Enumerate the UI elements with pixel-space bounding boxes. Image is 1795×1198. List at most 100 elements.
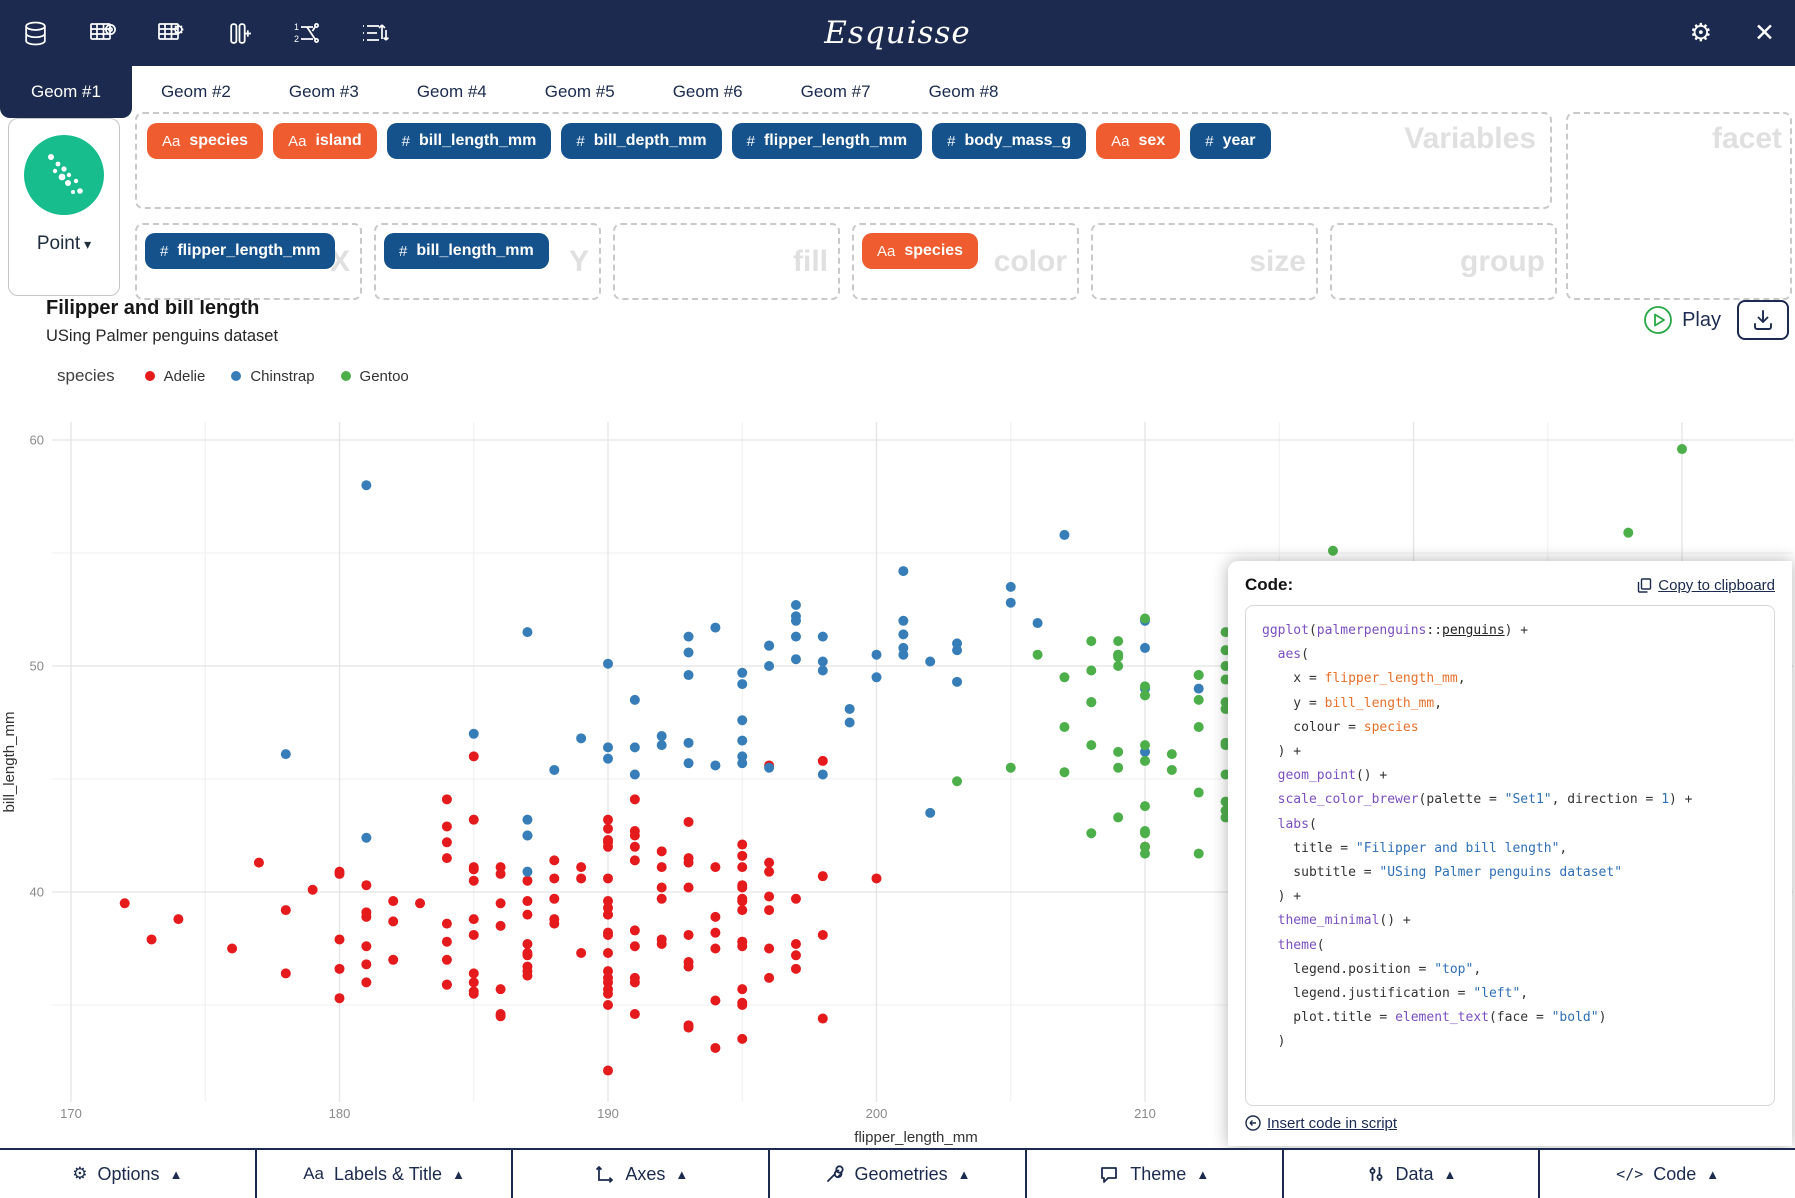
continuous-type-icon: # — [1205, 132, 1214, 150]
svg-text:1: 1 — [294, 22, 299, 32]
dropzone-variables[interactable]: Aa species Aa island # bill_length_mm # bill_de… — [135, 112, 1552, 209]
pill-label: flipper_length_mm — [177, 242, 321, 259]
code-line: legend.position = "top", — [1262, 961, 1482, 977]
bottom-button-options[interactable]: ⚙ Options ▲ — [0, 1150, 257, 1198]
pill-label: year — [1222, 132, 1256, 149]
code-line: y = bill_length_mm, — [1262, 695, 1443, 711]
bottom-button-code[interactable]: </> Code ▲ — [1540, 1150, 1795, 1198]
gear-icon: ⚙ — [72, 1164, 88, 1183]
svg-text:bill_length_mm: bill_length_mm — [1, 712, 18, 813]
gear-icon[interactable]: ⚙ — [1689, 18, 1713, 47]
code-line: ) + — [1262, 744, 1302, 760]
collapse-arrow-icon: ▲ — [1706, 1166, 1720, 1182]
download-plot-button[interactable] — [1737, 300, 1789, 340]
dropzone-size[interactable]: size — [1091, 223, 1318, 300]
view-data-icon[interactable] — [88, 18, 118, 48]
facet-watermark: facet — [1711, 122, 1782, 155]
play-button[interactable]: Play — [1643, 305, 1721, 335]
pill-flipper_length_mm[interactable]: # flipper_length_mm — [145, 233, 336, 269]
bottom-button-geometries[interactable]: Geometries ▲ — [770, 1150, 1027, 1198]
continuous-type-icon: # — [746, 132, 755, 150]
update-variables-icon[interactable] — [156, 18, 186, 48]
pill-species[interactable]: Aa species — [862, 233, 979, 269]
tab-geom-5[interactable]: Geom #5 — [544, 82, 615, 101]
code-line: colour = species — [1262, 719, 1419, 735]
continuous-type-icon: # — [401, 132, 411, 150]
dropzone-yvar[interactable]: Y # bill_length_mm — [374, 223, 601, 300]
dropzone-group[interactable]: group — [1330, 223, 1557, 300]
navbar-right: ⚙ ✕ — [1689, 18, 1775, 47]
code-block: ggplot(palmerpenguins::penguins) + aes( … — [1245, 605, 1775, 1106]
tab-geom-1[interactable]: Geom #1 — [0, 66, 132, 118]
bottom-button-label: Options — [97, 1163, 160, 1184]
tab-geom-4[interactable]: Geom #4 — [416, 82, 487, 101]
pill-species[interactable]: Aa species — [147, 123, 264, 159]
collapse-arrow-icon: ▲ — [675, 1166, 689, 1182]
svg-text:170: 170 — [60, 1106, 82, 1121]
dropzone-color[interactable]: color Aa species — [852, 223, 1079, 300]
pill-label: sex — [1138, 132, 1166, 149]
pill-island[interactable]: Aa island — [273, 123, 377, 159]
bottom-button-axes[interactable]: Axes ▲ — [513, 1150, 771, 1198]
geom-dropdown[interactable]: Point ▾ — [36, 233, 92, 254]
scatter-geom-icon — [24, 135, 104, 215]
code-line: title = "Filipper and bill length", — [1262, 840, 1568, 856]
legend-item-Chinstrap: Chinstrap — [231, 367, 315, 385]
collapse-arrow-icon: ▲ — [452, 1166, 465, 1182]
code-line: theme( — [1277, 937, 1325, 953]
tab-geom-7[interactable]: Geom #7 — [800, 82, 871, 101]
sort-rows-icon[interactable] — [360, 18, 390, 48]
pill-label: bill_length_mm — [416, 242, 534, 259]
pill-body_mass_g[interactable]: # body_mass_g — [932, 123, 1087, 159]
pill-year[interactable]: # year — [1190, 123, 1271, 159]
insert-code-link[interactable]: Insert code in script — [1245, 1115, 1397, 1132]
code-line: x = flipper_length_mm, — [1262, 671, 1466, 687]
code-line: plot.title = element_text(face = "bold") — [1262, 1010, 1607, 1026]
legend-label: Gentoo — [359, 367, 409, 385]
code-line: ggplot(palmerpenguins::penguins) + — [1262, 623, 1529, 638]
dropzone-fill[interactable]: fill — [613, 223, 840, 300]
svg-text:210: 210 — [1134, 1106, 1156, 1121]
database-icon[interactable] — [20, 18, 50, 48]
play-icon — [1644, 306, 1672, 334]
discrete-type-icon: Aa — [1111, 132, 1130, 150]
pill-bill_depth_mm[interactable]: # bill_depth_mm — [561, 123, 722, 159]
tab-geom-3[interactable]: Geom #3 — [288, 82, 359, 101]
size-watermark: size — [1249, 244, 1306, 278]
pill-label: body_mass_g — [964, 132, 1072, 149]
geom-selector[interactable]: Point ▾ — [8, 118, 120, 296]
pill-flipper_length_mm[interactable]: # flipper_length_mm — [731, 123, 923, 159]
code-line: geom_point() + — [1277, 768, 1388, 784]
plot-subtitle: USing Palmer penguins dataset — [46, 327, 279, 345]
svg-text:2: 2 — [294, 34, 299, 44]
legend-dot-icon — [340, 371, 351, 381]
add-column-icon[interactable] — [224, 18, 254, 48]
discrete-type-icon: Aa — [877, 242, 896, 260]
tab-geom-6[interactable]: Geom #6 — [672, 82, 743, 101]
pill-sex[interactable]: Aa sex — [1096, 123, 1181, 159]
code-icon: </> — [1616, 1165, 1644, 1183]
pill-label: species — [189, 132, 249, 149]
close-icon[interactable]: ✕ — [1754, 18, 1775, 47]
legend-label: Chinstrap — [250, 367, 315, 385]
tab-geom-2[interactable]: Geom #2 — [160, 82, 231, 101]
dropzone-xvar[interactable]: X # flipper_length_mm — [135, 223, 362, 300]
yvar-watermark: Y — [568, 244, 589, 278]
svg-text:50: 50 — [30, 659, 44, 674]
plot-title: Filipper and bill length — [46, 297, 260, 319]
bottom-button-data[interactable]: Data ▲ — [1284, 1150, 1541, 1198]
plot-legend: species Adelie Chinstrap Gentoo — [57, 366, 409, 386]
pill-bill_length_mm[interactable]: # bill_length_mm — [386, 123, 552, 159]
continuous-type-icon: # — [399, 242, 408, 260]
bottom-button-theme[interactable]: Theme ▲ — [1027, 1150, 1284, 1198]
download-icon — [1754, 310, 1772, 330]
legend-item-Gentoo: Gentoo — [340, 367, 409, 385]
continuous-type-icon: # — [160, 242, 169, 260]
bottom-button-label: Labels & Title — [334, 1163, 443, 1184]
bottom-button-labels-title[interactable]: Aa Labels & Title ▲ — [257, 1150, 514, 1198]
copy-to-clipboard-link[interactable]: Copy to clipboard — [1637, 577, 1775, 594]
tab-geom-8[interactable]: Geom #8 — [928, 82, 999, 101]
pill-bill_length_mm[interactable]: # bill_length_mm — [384, 233, 549, 269]
dropzone-facet[interactable]: facet — [1566, 112, 1792, 300]
